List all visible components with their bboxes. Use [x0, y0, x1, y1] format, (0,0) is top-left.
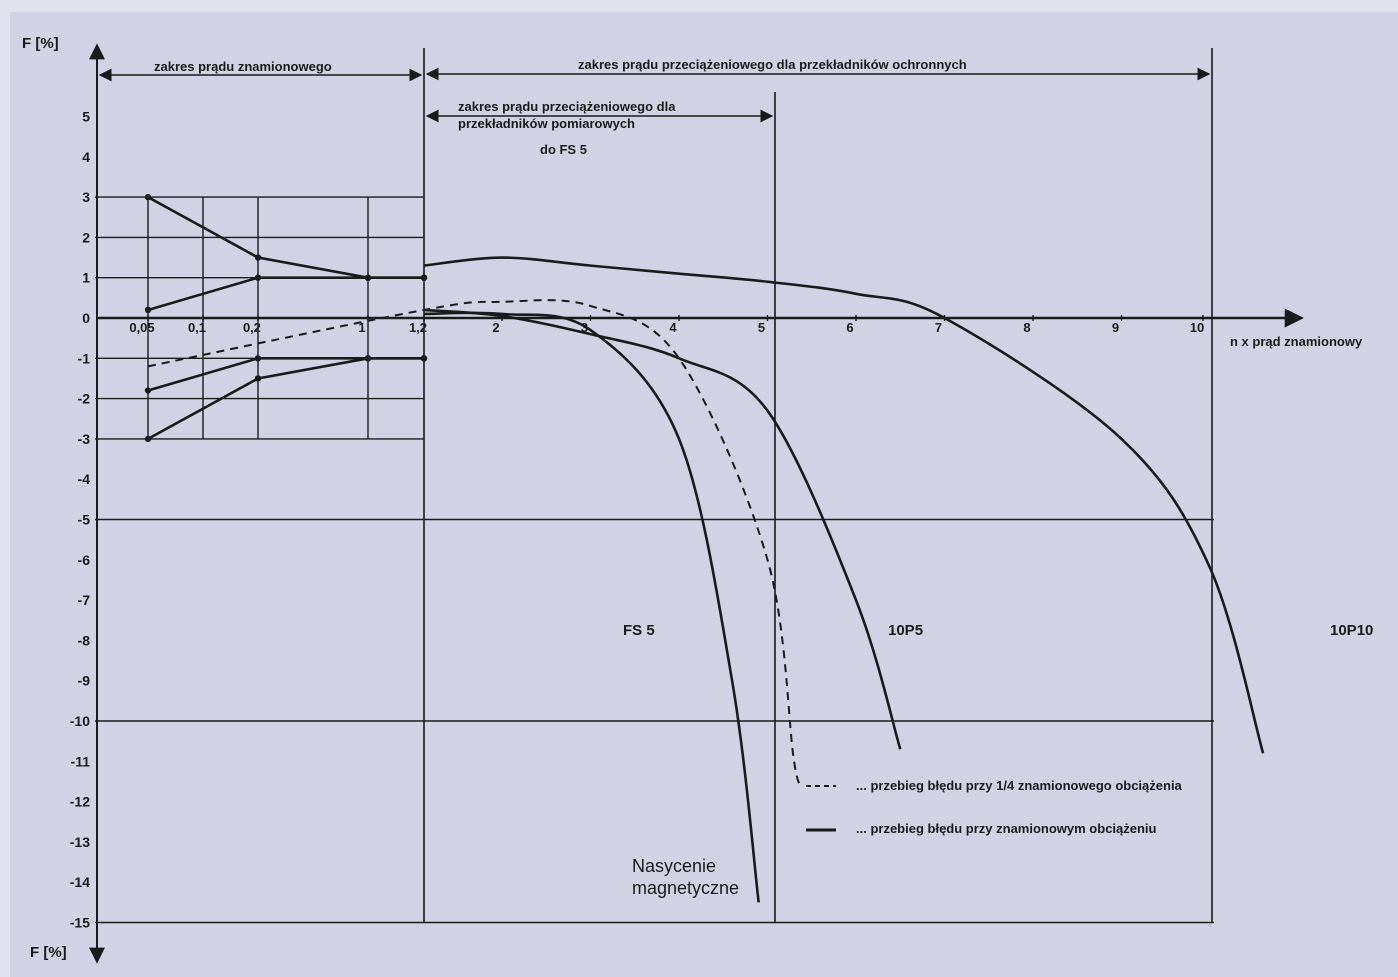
y-tick-label: -10 — [70, 713, 90, 729]
y-axis-label-bottom: F [%] — [30, 944, 67, 961]
plot-background — [10, 12, 1398, 977]
x-tick-label: 4 — [669, 320, 677, 335]
error-curve-2 — [147, 276, 424, 312]
range-measuring-label-1: zakres prądu przeciążeniowego dla — [458, 99, 676, 114]
saturation-annotation-line2: magnetyczne — [632, 878, 739, 898]
x-tick-label: 2 — [492, 320, 499, 335]
saturation-annotation-line1: Nasycenie — [632, 856, 716, 876]
y-axis-label-top: F [%] — [22, 35, 59, 52]
range-measuring-label-2: przekładników pomiarowych — [458, 116, 635, 131]
x-tick-label: 1,2 — [409, 320, 427, 335]
y-tick-label: 5 — [82, 109, 90, 125]
curve-point — [254, 274, 262, 281]
curve-point — [144, 387, 152, 394]
error-curves — [144, 193, 1265, 903]
y-tick-label: -14 — [70, 874, 90, 890]
curve-point — [364, 355, 372, 362]
curve-point — [420, 355, 428, 362]
y-tick-label: -13 — [70, 834, 90, 850]
y-tick-label: -11 — [71, 753, 91, 769]
y-tick-label: 2 — [82, 229, 90, 245]
error-curve-4 — [147, 357, 424, 441]
y-tick-label: -2 — [78, 391, 91, 407]
y-tick-label: -4 — [78, 471, 91, 487]
curve-point — [144, 435, 152, 443]
curve-point — [254, 355, 262, 362]
curve-point — [254, 375, 262, 382]
legend-dashed-label: ... przebieg błędu przy 1/4 znamionowego… — [856, 778, 1183, 793]
y-tick-label: -9 — [78, 673, 91, 689]
x-tick-label: 0,2 — [243, 320, 261, 335]
x-tick-label: 5 — [758, 320, 765, 335]
y-tick-label: -15 — [70, 915, 90, 931]
axes — [89, 43, 1304, 964]
range-protective-label: zakres prądu przeciążeniowego dla przekł… — [578, 57, 967, 72]
class-label-10p10: 10P10 — [1330, 622, 1373, 639]
y-tick-label: -12 — [70, 794, 90, 810]
y-tick-label: -5 — [78, 512, 91, 528]
legend-solid-label: ... przebieg błędu przy znamionowym obci… — [856, 821, 1157, 836]
y-tick-label: 0 — [82, 310, 90, 326]
x-tick-label: 10 — [1190, 320, 1204, 335]
error-curve-6 — [423, 311, 760, 903]
curve-point — [144, 193, 152, 201]
error-curve-8 — [423, 256, 1265, 754]
x-tick-label: 8 — [1023, 320, 1030, 335]
y-tick-label: 1 — [82, 270, 90, 286]
range-rated-label: zakres prądu znamionowego — [154, 59, 332, 74]
y-tick-label: 3 — [82, 189, 90, 205]
curve-point — [144, 306, 152, 314]
y-tick-label: -7 — [78, 592, 91, 608]
curve-point — [254, 254, 262, 261]
class-label-fs5: FS 5 — [623, 622, 655, 639]
curve-point — [420, 274, 428, 281]
class-label-10p5: 10P5 — [888, 622, 923, 639]
curve-point — [364, 274, 372, 281]
error-curve-5 — [147, 299, 804, 785]
x-tick-label: 0,05 — [129, 320, 154, 335]
y-tick-label: -6 — [78, 552, 91, 568]
x-axis-label: n x prąd znamionowy — [1230, 334, 1363, 349]
y-tick-label: -1 — [78, 350, 91, 366]
x-tick-label: 3 — [581, 320, 588, 335]
x-tick-label: 9 — [1112, 320, 1119, 335]
y-tick-label: -3 — [78, 431, 91, 447]
range-markers — [98, 67, 1211, 123]
error-curve-7 — [423, 308, 902, 750]
y-tick-label: -8 — [78, 632, 91, 648]
fs5-note: do FS 5 — [540, 142, 587, 157]
y-tick-label: 4 — [82, 149, 90, 165]
x-tick-label: 7 — [935, 320, 942, 335]
x-tick-label: 0,1 — [188, 320, 206, 335]
chart-labels: 543210-1-2-3-4-5-6-7-8-9-10-11-12-13-14-… — [70, 109, 1204, 931]
x-tick-label: 1 — [358, 320, 365, 335]
x-tick-label: 6 — [846, 320, 853, 335]
